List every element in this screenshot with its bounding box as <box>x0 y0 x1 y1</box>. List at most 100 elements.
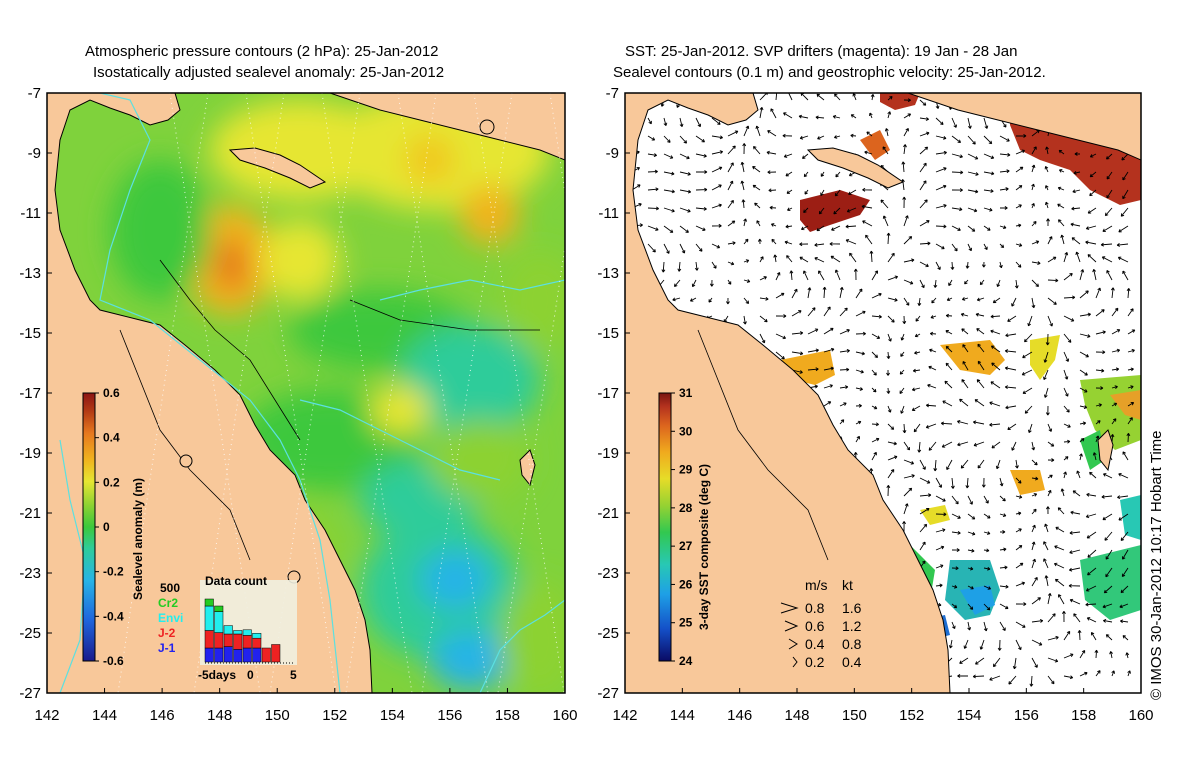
velocity-arrow <box>1079 453 1083 461</box>
velocity-arrow <box>848 189 857 195</box>
velocity-arrow <box>661 261 666 273</box>
velocity-arrow <box>742 143 747 155</box>
velocity-arrow <box>663 117 668 126</box>
velocity-arrow <box>935 184 947 191</box>
velocity-arrow <box>1089 171 1097 178</box>
velocity-arrow <box>1055 526 1065 533</box>
left-pressure-contour <box>159 259 301 441</box>
right-x-tick-label: 160 <box>1128 707 1153 724</box>
velocity-key-arrow <box>788 638 798 650</box>
velocity-arrow <box>759 276 767 281</box>
velocity-arrow <box>1121 153 1129 161</box>
data-count-bar-j1 <box>233 649 243 663</box>
left-colorbar-ticks: 0.6 0.4 0.2 0 -0.2 -0.4 -0.6 <box>95 386 124 668</box>
right-colorbar-tick-label: 26 <box>679 577 693 591</box>
velocity-arrow <box>935 261 941 271</box>
velocity-arrow <box>999 584 1009 589</box>
velocity-arrow <box>1079 387 1088 393</box>
velocity-arrow <box>902 521 907 533</box>
velocity-arrow <box>945 362 953 371</box>
velocity-arrow <box>961 379 969 389</box>
velocity-arrow <box>871 351 879 359</box>
velocity-arrow <box>775 292 785 299</box>
velocity-arrow <box>1031 524 1036 533</box>
velocity-arrow <box>822 286 827 299</box>
velocity-arrow <box>1015 459 1019 469</box>
velocity-arrow <box>816 93 825 101</box>
velocity-arrow <box>933 459 938 472</box>
velocity-arrow <box>855 331 866 336</box>
velocity-arrow <box>1031 261 1041 265</box>
right-colorbar-tick-label: 28 <box>679 501 693 515</box>
velocity-arrow <box>983 243 988 250</box>
velocity-arrow <box>1005 405 1017 410</box>
velocity-arrow <box>1106 171 1113 180</box>
velocity-arrow <box>855 351 865 356</box>
velocity-arrow <box>679 135 688 144</box>
velocity-arrow <box>887 96 893 101</box>
velocity-arrow <box>981 261 986 268</box>
velocity-arrow <box>1101 256 1113 263</box>
velocity-arrow <box>991 441 1001 449</box>
velocity-arrow <box>983 189 994 193</box>
velocity-arrow <box>1047 592 1052 605</box>
velocity-arrow <box>919 523 928 533</box>
velocity-arrow <box>886 369 890 376</box>
velocity-arrow <box>1047 297 1057 305</box>
velocity-arrow <box>689 297 697 302</box>
velocity-arrow <box>1127 348 1135 353</box>
velocity-arrow <box>899 369 905 375</box>
velocity-arrow <box>1047 657 1059 663</box>
velocity-arrow <box>1058 594 1065 605</box>
data-count-bars <box>204 598 281 663</box>
velocity-arrow <box>835 171 841 178</box>
velocity-arrow <box>951 603 958 609</box>
velocity-arrow <box>903 98 911 103</box>
velocity-arrow <box>1121 567 1129 577</box>
velocity-arrow <box>1044 575 1049 587</box>
velocity-arrow <box>1071 206 1081 211</box>
velocity-arrow <box>850 133 857 138</box>
velocity-arrow <box>663 171 675 176</box>
velocity-arrow <box>1085 240 1097 245</box>
velocity-arrow <box>1120 585 1129 594</box>
altimeter-track <box>421 93 513 693</box>
velocity-arrow <box>1079 351 1089 358</box>
velocity-arrow <box>899 387 905 394</box>
velocity-arrow <box>887 297 898 302</box>
velocity-arrow <box>935 243 945 250</box>
velocity-arrow <box>799 256 809 263</box>
velocity-arrow <box>919 146 929 155</box>
velocity-arrow <box>679 117 684 127</box>
velocity-arrow <box>753 145 761 155</box>
velocity-arrow <box>759 106 764 119</box>
velocity-arrow <box>823 366 834 371</box>
velocity-arrow <box>935 528 946 533</box>
velocity-arrow <box>999 603 1009 610</box>
velocity-arrow <box>951 495 959 505</box>
velocity-arrow <box>965 477 970 489</box>
velocity-arrow <box>933 279 938 288</box>
velocity-arrow <box>679 171 691 176</box>
velocity-arrow <box>1047 458 1055 463</box>
velocity-arrow <box>1015 545 1023 551</box>
velocity-arrow <box>951 117 957 128</box>
velocity-arrow <box>807 287 812 299</box>
velocity-arrow <box>967 585 974 590</box>
velocity-arrow <box>957 419 969 425</box>
velocity-arrow <box>983 621 988 632</box>
velocity-arrow <box>1015 639 1022 651</box>
right-y-tick-label: -11 <box>598 205 619 222</box>
velocity-arrow <box>1071 237 1081 245</box>
velocity-arrow <box>830 255 841 263</box>
left-x-tick-label: 152 <box>322 707 347 724</box>
velocity-arrow <box>903 474 915 479</box>
data-count-bar-j2 <box>214 632 224 649</box>
velocity-arrow <box>999 187 1009 191</box>
right-x-tick-label: 146 <box>727 707 752 724</box>
left-x-tick-label: 156 <box>437 707 462 724</box>
velocity-arrow <box>990 345 1001 353</box>
